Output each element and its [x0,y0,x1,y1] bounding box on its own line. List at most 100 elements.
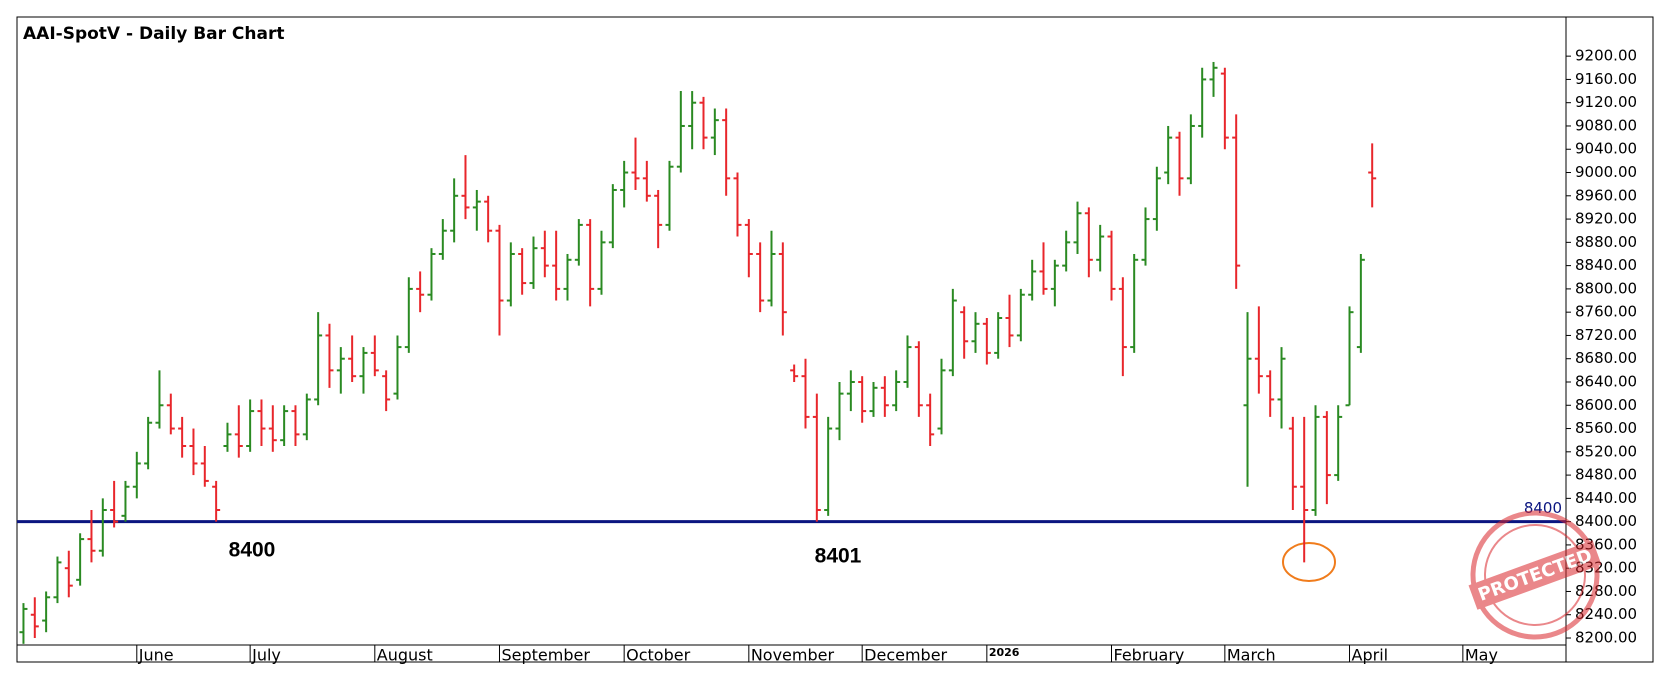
low-annotation: 8400 [229,539,276,562]
ohlc-bar [1130,253,1139,353]
ohlc-bar [812,393,821,522]
ohlc-bar [53,556,62,604]
ohlc-bar [382,370,391,412]
x-tick-label: April [1352,646,1389,665]
x-tick-label: July [251,646,281,665]
y-tick-label: 8720.00 [1575,326,1637,344]
ohlc-bar [1175,131,1184,196]
ohlc-bar [393,335,402,400]
ohlc-bar [642,160,651,202]
ohlc-bar [370,335,379,377]
ohlc-bar [1243,312,1252,487]
ohlc-bar [688,91,697,150]
ohlc-bar [121,480,130,522]
y-tick-label: 8280.00 [1575,582,1637,600]
ohlc-bar [835,381,844,441]
y-tick-label: 8600.00 [1575,396,1637,414]
y-tick-label: 9160.00 [1575,70,1637,88]
x-tick-label: February [1114,646,1185,665]
ohlc-bar [336,347,345,394]
ohlc-bar [359,347,368,394]
y-tick-label: 9040.00 [1575,140,1637,158]
ohlc-bar [1254,306,1263,394]
x-tick-label: December [864,646,947,665]
ohlc-bar [110,480,119,528]
x-tick-label: October [626,646,690,665]
y-tick-label: 8240.00 [1575,605,1637,623]
ohlc-bar [1039,242,1048,295]
y-tick-label: 9000.00 [1575,163,1637,181]
ohlc-bar [892,370,901,412]
ohlc-bar [166,393,175,435]
ohlc-bar [1016,288,1025,342]
ohlc-bar [1334,405,1343,481]
ohlc-bar [42,591,51,633]
ohlc-bar [223,422,232,452]
ohlc-bar [1141,207,1150,266]
ohlc-bar [710,108,719,156]
ohlc-bar [631,137,640,190]
ohlc-bar [1186,114,1195,185]
ohlc-bar [937,358,946,435]
ohlc-bar [1107,230,1116,301]
ohlc-bar [461,155,470,220]
y-tick-label: 9080.00 [1575,116,1637,134]
ohlc-bar [1118,277,1127,377]
ohlc-bar [1198,67,1207,138]
ohlc-bar [64,550,73,598]
highlight-ellipse [1282,542,1336,582]
y-tick-label: 8880.00 [1575,233,1637,251]
ohlc-bar [665,160,674,231]
x-tick-label: May [1465,646,1498,665]
ohlc-bar [1300,416,1309,563]
y-tick-label: 8800.00 [1575,279,1637,297]
ohlc-bar [790,364,799,382]
ohlc-bar [302,393,311,441]
ohlc-bar [676,91,685,173]
ohlc-bar [404,277,413,353]
ohlc-bar [314,312,323,406]
ohlc-bar [325,323,334,388]
ohlc-bar [1096,224,1105,272]
ohlc-bar [552,230,561,301]
ohlc-bar [1084,207,1093,278]
ohlc-bar [654,189,663,249]
ohlc-bar [506,242,515,307]
ohlc-bar [212,480,221,522]
ohlc-bar [869,381,878,417]
ohlc-bar [926,393,935,446]
x-tick-label: August [377,646,433,665]
ohlc-bar [76,533,85,586]
y-tick-label: 9200.00 [1575,47,1637,65]
ohlc-bar [1322,411,1331,505]
ohlc-bar [1266,370,1275,417]
ohlc-bar [132,451,141,499]
ohlc-bar [427,248,436,301]
ohlc-bar [257,399,266,446]
ohlc-bar [1345,306,1354,407]
y-tick-label: 9120.00 [1575,93,1637,111]
ohlc-bar [1005,294,1014,348]
ohlc-bar [722,108,731,196]
y-tick-label: 8920.00 [1575,210,1637,228]
ohlc-bar [948,288,957,377]
ohlc-bar [246,399,255,452]
ohlc-bar [756,242,765,313]
ohlc-bar [801,358,810,429]
ohlc-bar [960,306,969,359]
y-tick-label: 8560.00 [1575,419,1637,437]
ohlc-bar [518,248,527,295]
ohlc-bar [472,189,481,231]
ohlc-bar [1062,230,1071,272]
ohlc-bar [540,230,549,278]
y-tick-label: 8640.00 [1575,372,1637,390]
ohlc-bar [971,312,980,353]
ohlc-bar [268,405,277,452]
ohlc-bar [348,335,357,382]
x-tick-label: March [1227,646,1276,665]
y-tick-label: 8200.00 [1575,629,1637,647]
ohlc-bar [291,405,300,446]
ohlc-bar [597,230,606,295]
ohlc-bar [1209,61,1218,97]
